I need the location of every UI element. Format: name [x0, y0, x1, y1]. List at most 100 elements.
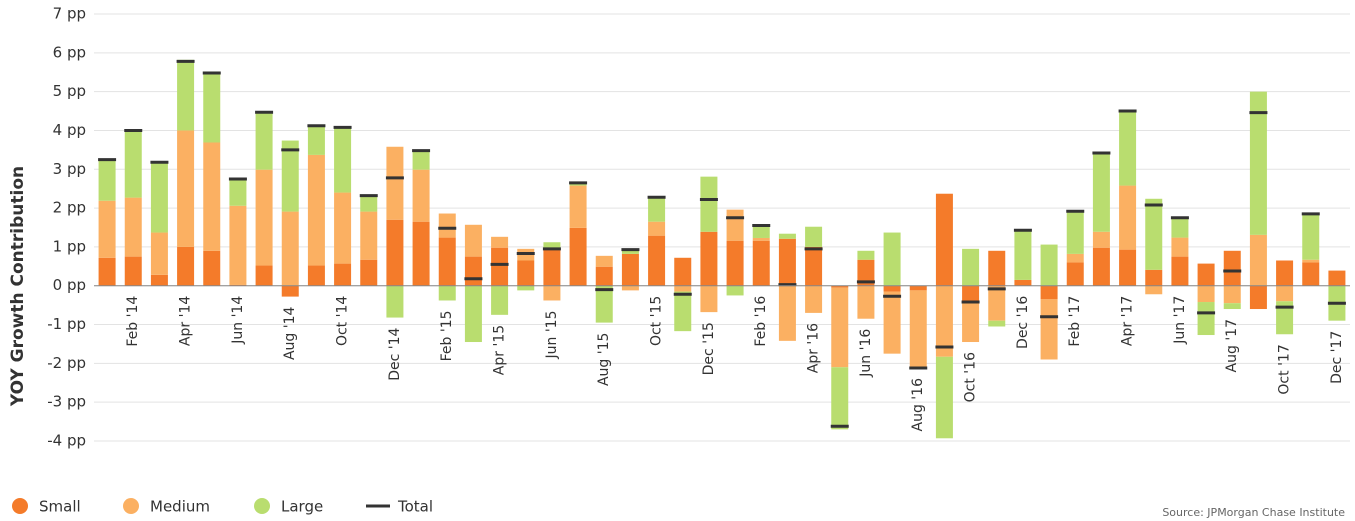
bar-segment — [150, 274, 168, 286]
bar-segment — [621, 253, 639, 286]
bar-segment — [203, 71, 221, 143]
bar-segment — [1223, 285, 1241, 304]
bar-segment — [1171, 237, 1189, 257]
bar-segment — [150, 161, 168, 233]
bar-segment — [1119, 185, 1137, 250]
bar-segment — [543, 285, 561, 301]
bar-segment — [438, 285, 456, 301]
bar-segment — [229, 179, 247, 206]
bar-segment — [491, 247, 509, 286]
bar-segment — [909, 285, 927, 291]
bar-segment — [752, 237, 770, 241]
bar-segment — [883, 232, 901, 286]
bar-segment — [778, 285, 796, 341]
bar-segment — [1014, 279, 1032, 286]
bar-segment — [177, 246, 195, 286]
bar-segment — [857, 250, 875, 260]
x-tick-label: Jun '14 — [230, 296, 246, 345]
x-tick-label: Jun '16 — [858, 329, 874, 378]
bar-segment — [177, 130, 195, 247]
bar-segment — [412, 169, 430, 222]
bar-segment — [1249, 234, 1267, 286]
y-tick-label: -1 pp — [47, 315, 86, 333]
bar-segment — [177, 59, 195, 131]
bar-segment — [438, 213, 456, 238]
bar-segment — [595, 255, 613, 267]
x-tick-label: Jun '15 — [544, 310, 560, 359]
bar-segment — [1302, 213, 1320, 260]
bar-segment — [988, 285, 1006, 321]
legend-swatch — [12, 498, 28, 514]
bar-segment — [726, 209, 744, 241]
bar-segment — [935, 356, 953, 439]
bar-segment — [491, 236, 509, 248]
x-tick-label: Dec '16 — [1015, 296, 1031, 349]
bar-segment — [595, 285, 613, 323]
bar-segment — [1092, 247, 1110, 286]
bar-segment — [935, 193, 953, 286]
bar-segment — [674, 285, 692, 292]
bar-segment — [883, 285, 901, 292]
x-tick-label: Dec '14 — [387, 327, 403, 380]
bar-segment — [98, 159, 116, 201]
bar-segment — [569, 185, 587, 228]
x-tick-label: Aug '14 — [282, 307, 298, 361]
bar-segment — [700, 285, 718, 313]
x-tick-label: Feb '17 — [1067, 296, 1083, 347]
bar-segment — [962, 301, 980, 343]
bar-segment — [124, 129, 142, 198]
bar-segment — [595, 266, 613, 286]
bar-segment — [1040, 285, 1058, 300]
bar-segment — [281, 211, 299, 286]
bar-segment — [229, 205, 247, 285]
bar-segment — [307, 124, 325, 155]
bar-segment — [962, 285, 980, 302]
bar-segment — [255, 265, 273, 286]
x-tick-label: Aug '17 — [1224, 319, 1240, 372]
bar-segment — [962, 248, 980, 286]
x-tick-label: Oct '16 — [963, 352, 979, 402]
bar-segment — [1302, 262, 1320, 286]
bar-segment — [805, 285, 823, 313]
y-tick-label: 2 pp — [53, 199, 86, 217]
bar-segment — [883, 291, 901, 354]
bar-segment — [988, 320, 1006, 327]
bar-segment — [360, 259, 378, 286]
bar-segment — [857, 285, 875, 319]
y-tick-label: 4 pp — [53, 121, 86, 139]
bar-segment — [700, 176, 718, 232]
bar-segment — [674, 257, 692, 286]
x-tick-label: Jun '17 — [1172, 296, 1188, 345]
bar-segment — [281, 140, 299, 212]
bar-segment — [752, 225, 770, 238]
bar-segment — [1014, 229, 1032, 280]
bar-segment — [831, 287, 849, 368]
bar-segment — [203, 250, 221, 286]
bar-segment — [543, 242, 561, 250]
bar-segment — [1276, 260, 1294, 286]
x-tick-label: Feb '16 — [753, 296, 769, 347]
bar-segment — [464, 256, 482, 286]
legend-label: Small — [39, 498, 81, 516]
bar-segment — [98, 200, 116, 258]
bar-segment — [543, 249, 561, 286]
bar-segment — [1197, 263, 1215, 286]
bar-segment — [621, 248, 639, 254]
y-tick-label: -4 pp — [47, 432, 86, 450]
y-tick-label: 6 pp — [53, 43, 86, 61]
bar-segment — [1171, 256, 1189, 286]
x-tick-label: Oct '15 — [649, 296, 665, 346]
x-tick-label: Apr '15 — [492, 325, 508, 375]
x-tick-label: Oct '17 — [1277, 344, 1293, 394]
bar-segment — [1040, 244, 1058, 286]
legend-label: Total — [397, 498, 433, 516]
bar-segment — [464, 224, 482, 257]
x-tick-label: Feb '15 — [439, 310, 455, 361]
bar-segment — [1197, 302, 1215, 336]
legend-swatch — [254, 498, 270, 514]
bar-segment — [778, 238, 796, 286]
bar-segment — [1145, 269, 1163, 286]
bar-segment — [1223, 250, 1241, 286]
bar-segment — [438, 237, 456, 286]
bar-segment — [1249, 285, 1267, 310]
